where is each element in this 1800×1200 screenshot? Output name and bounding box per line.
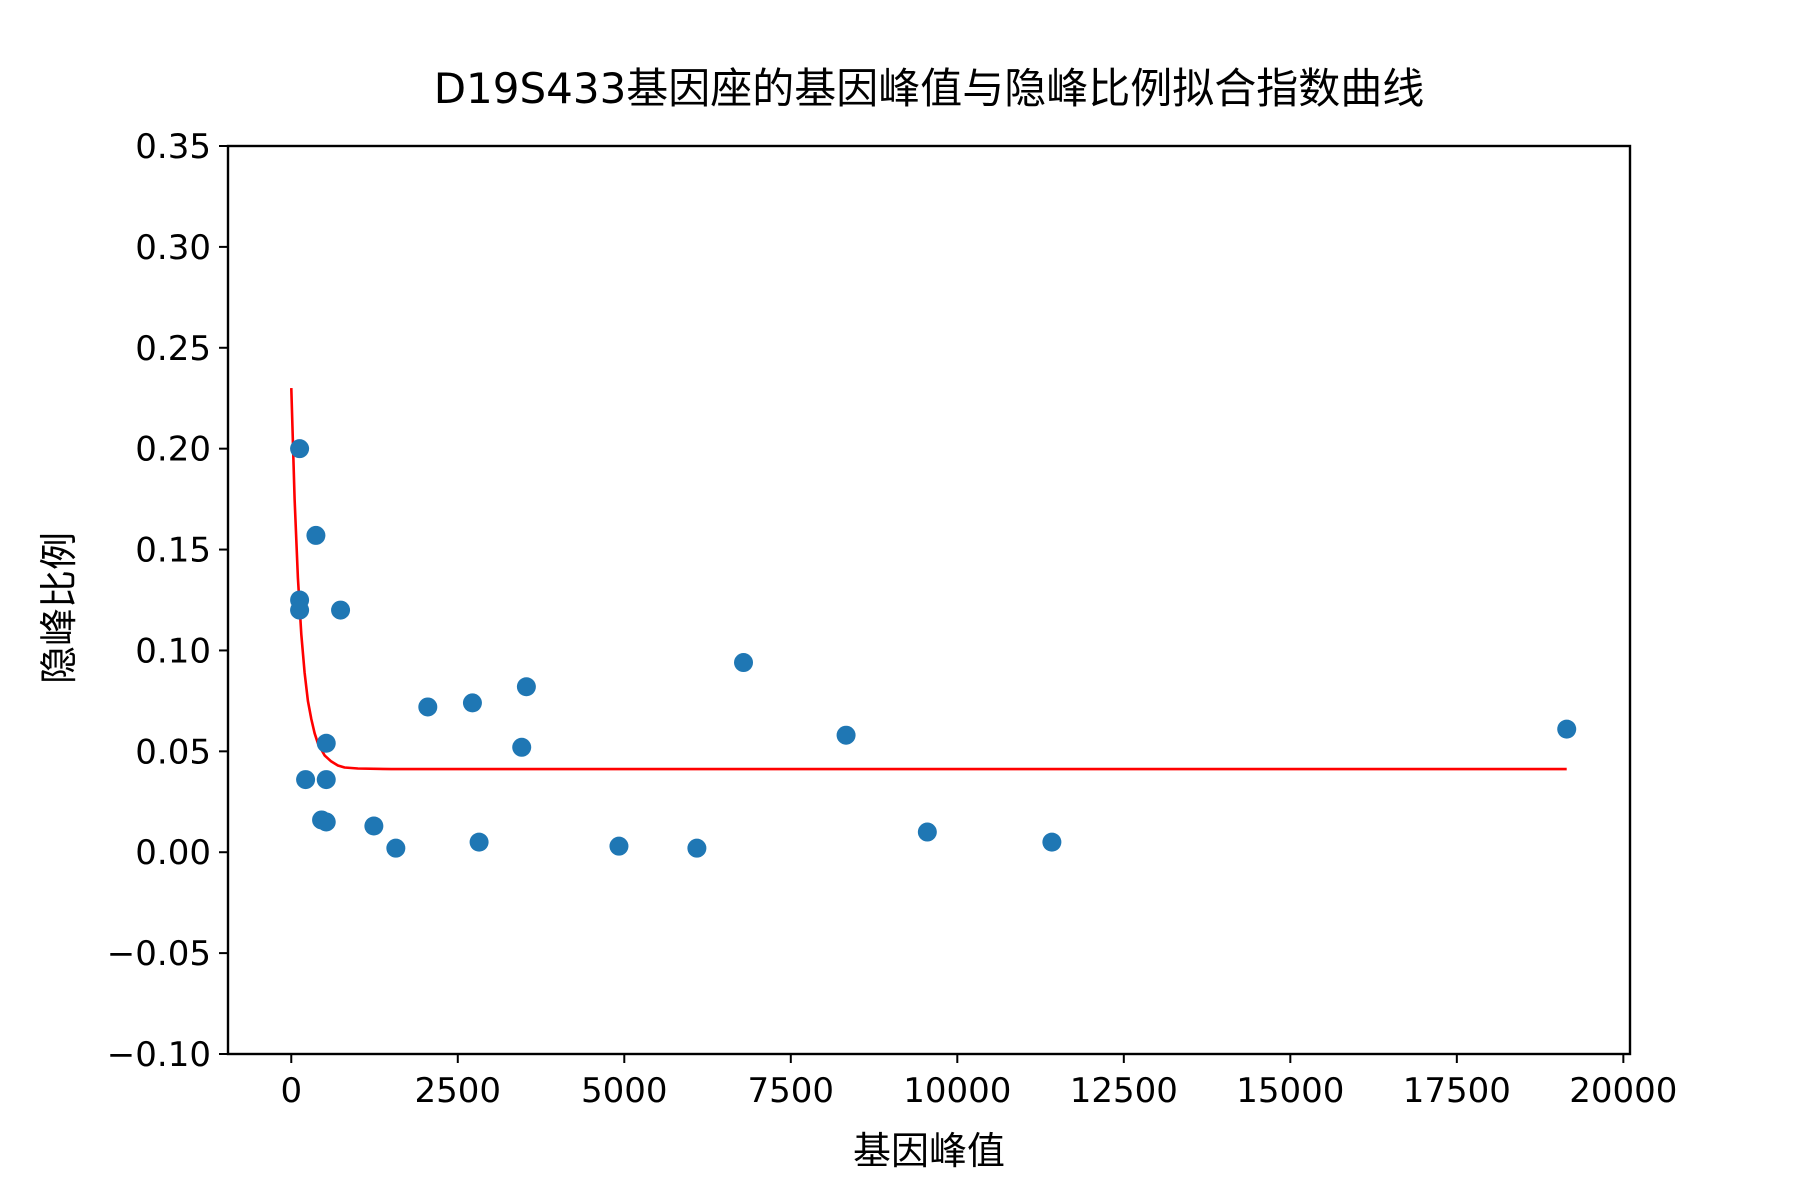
y-tick-label: 0.35: [135, 127, 211, 167]
chart-title: D19S433基因座的基因峰值与隐峰比例拟合指数曲线: [434, 64, 1425, 113]
scatter-point: [316, 812, 336, 832]
x-tick-label: 10000: [903, 1071, 1011, 1111]
scatter-point: [917, 822, 937, 842]
x-axis-label: 基因峰值: [853, 1129, 1005, 1173]
scatter-point: [1042, 832, 1062, 852]
scatter-point: [386, 838, 406, 858]
plot-frame: [226, 144, 1632, 1056]
x-tick-label: 7500: [748, 1071, 835, 1111]
scatter-point: [290, 439, 310, 459]
scatter-point: [469, 832, 489, 852]
y-tick-label: 0.00: [135, 833, 211, 873]
y-tick-label: 0.10: [135, 631, 211, 671]
scatter-point: [836, 725, 856, 745]
scatter-point: [316, 770, 336, 790]
x-tick-label: 0: [280, 1071, 302, 1111]
scatter-point: [364, 816, 384, 836]
scatter-point: [1557, 719, 1577, 739]
y-tick-label: 0.25: [135, 329, 211, 369]
x-axis-ticks: 0 2500 5000 7500 10000 12500 15000 17500 20000: [280, 1054, 1677, 1111]
y-axis-ticks: −0.10 −0.05 0.00 0.05 0.10 0.15 0.20 0.25 0.30 0.…: [107, 127, 228, 1075]
y-axis-label: 隐峰比例: [37, 532, 81, 684]
y-tick-label: −0.05: [107, 934, 211, 974]
scatter-point: [512, 737, 532, 757]
scatter-point: [687, 838, 707, 858]
scatter-point: [418, 697, 438, 717]
y-tick-label: 0.20: [135, 430, 211, 470]
scatter-point: [316, 733, 336, 753]
x-tick-label: 2500: [415, 1071, 502, 1111]
scatter-point: [290, 600, 310, 620]
x-tick-label: 20000: [1569, 1071, 1677, 1111]
x-tick-label: 5000: [581, 1071, 668, 1111]
scatter-point: [306, 525, 326, 545]
scatter-point: [609, 836, 629, 856]
x-tick-label: 12500: [1070, 1071, 1178, 1111]
x-tick-label: 17500: [1403, 1071, 1511, 1111]
fit-curve-line: [290, 388, 1567, 771]
y-tick-label: 0.30: [135, 228, 211, 268]
y-tick-label: −0.10: [107, 1035, 211, 1075]
scatter-point: [462, 693, 482, 713]
x-tick-label: 15000: [1236, 1071, 1344, 1111]
scatter-point: [331, 600, 351, 620]
scatter-point: [516, 677, 536, 697]
scatter-point: [734, 653, 754, 673]
plot-area: [290, 388, 1577, 858]
y-tick-label: 0.15: [135, 531, 211, 571]
y-tick-label: 0.05: [135, 732, 211, 772]
scatter-point: [296, 770, 316, 790]
